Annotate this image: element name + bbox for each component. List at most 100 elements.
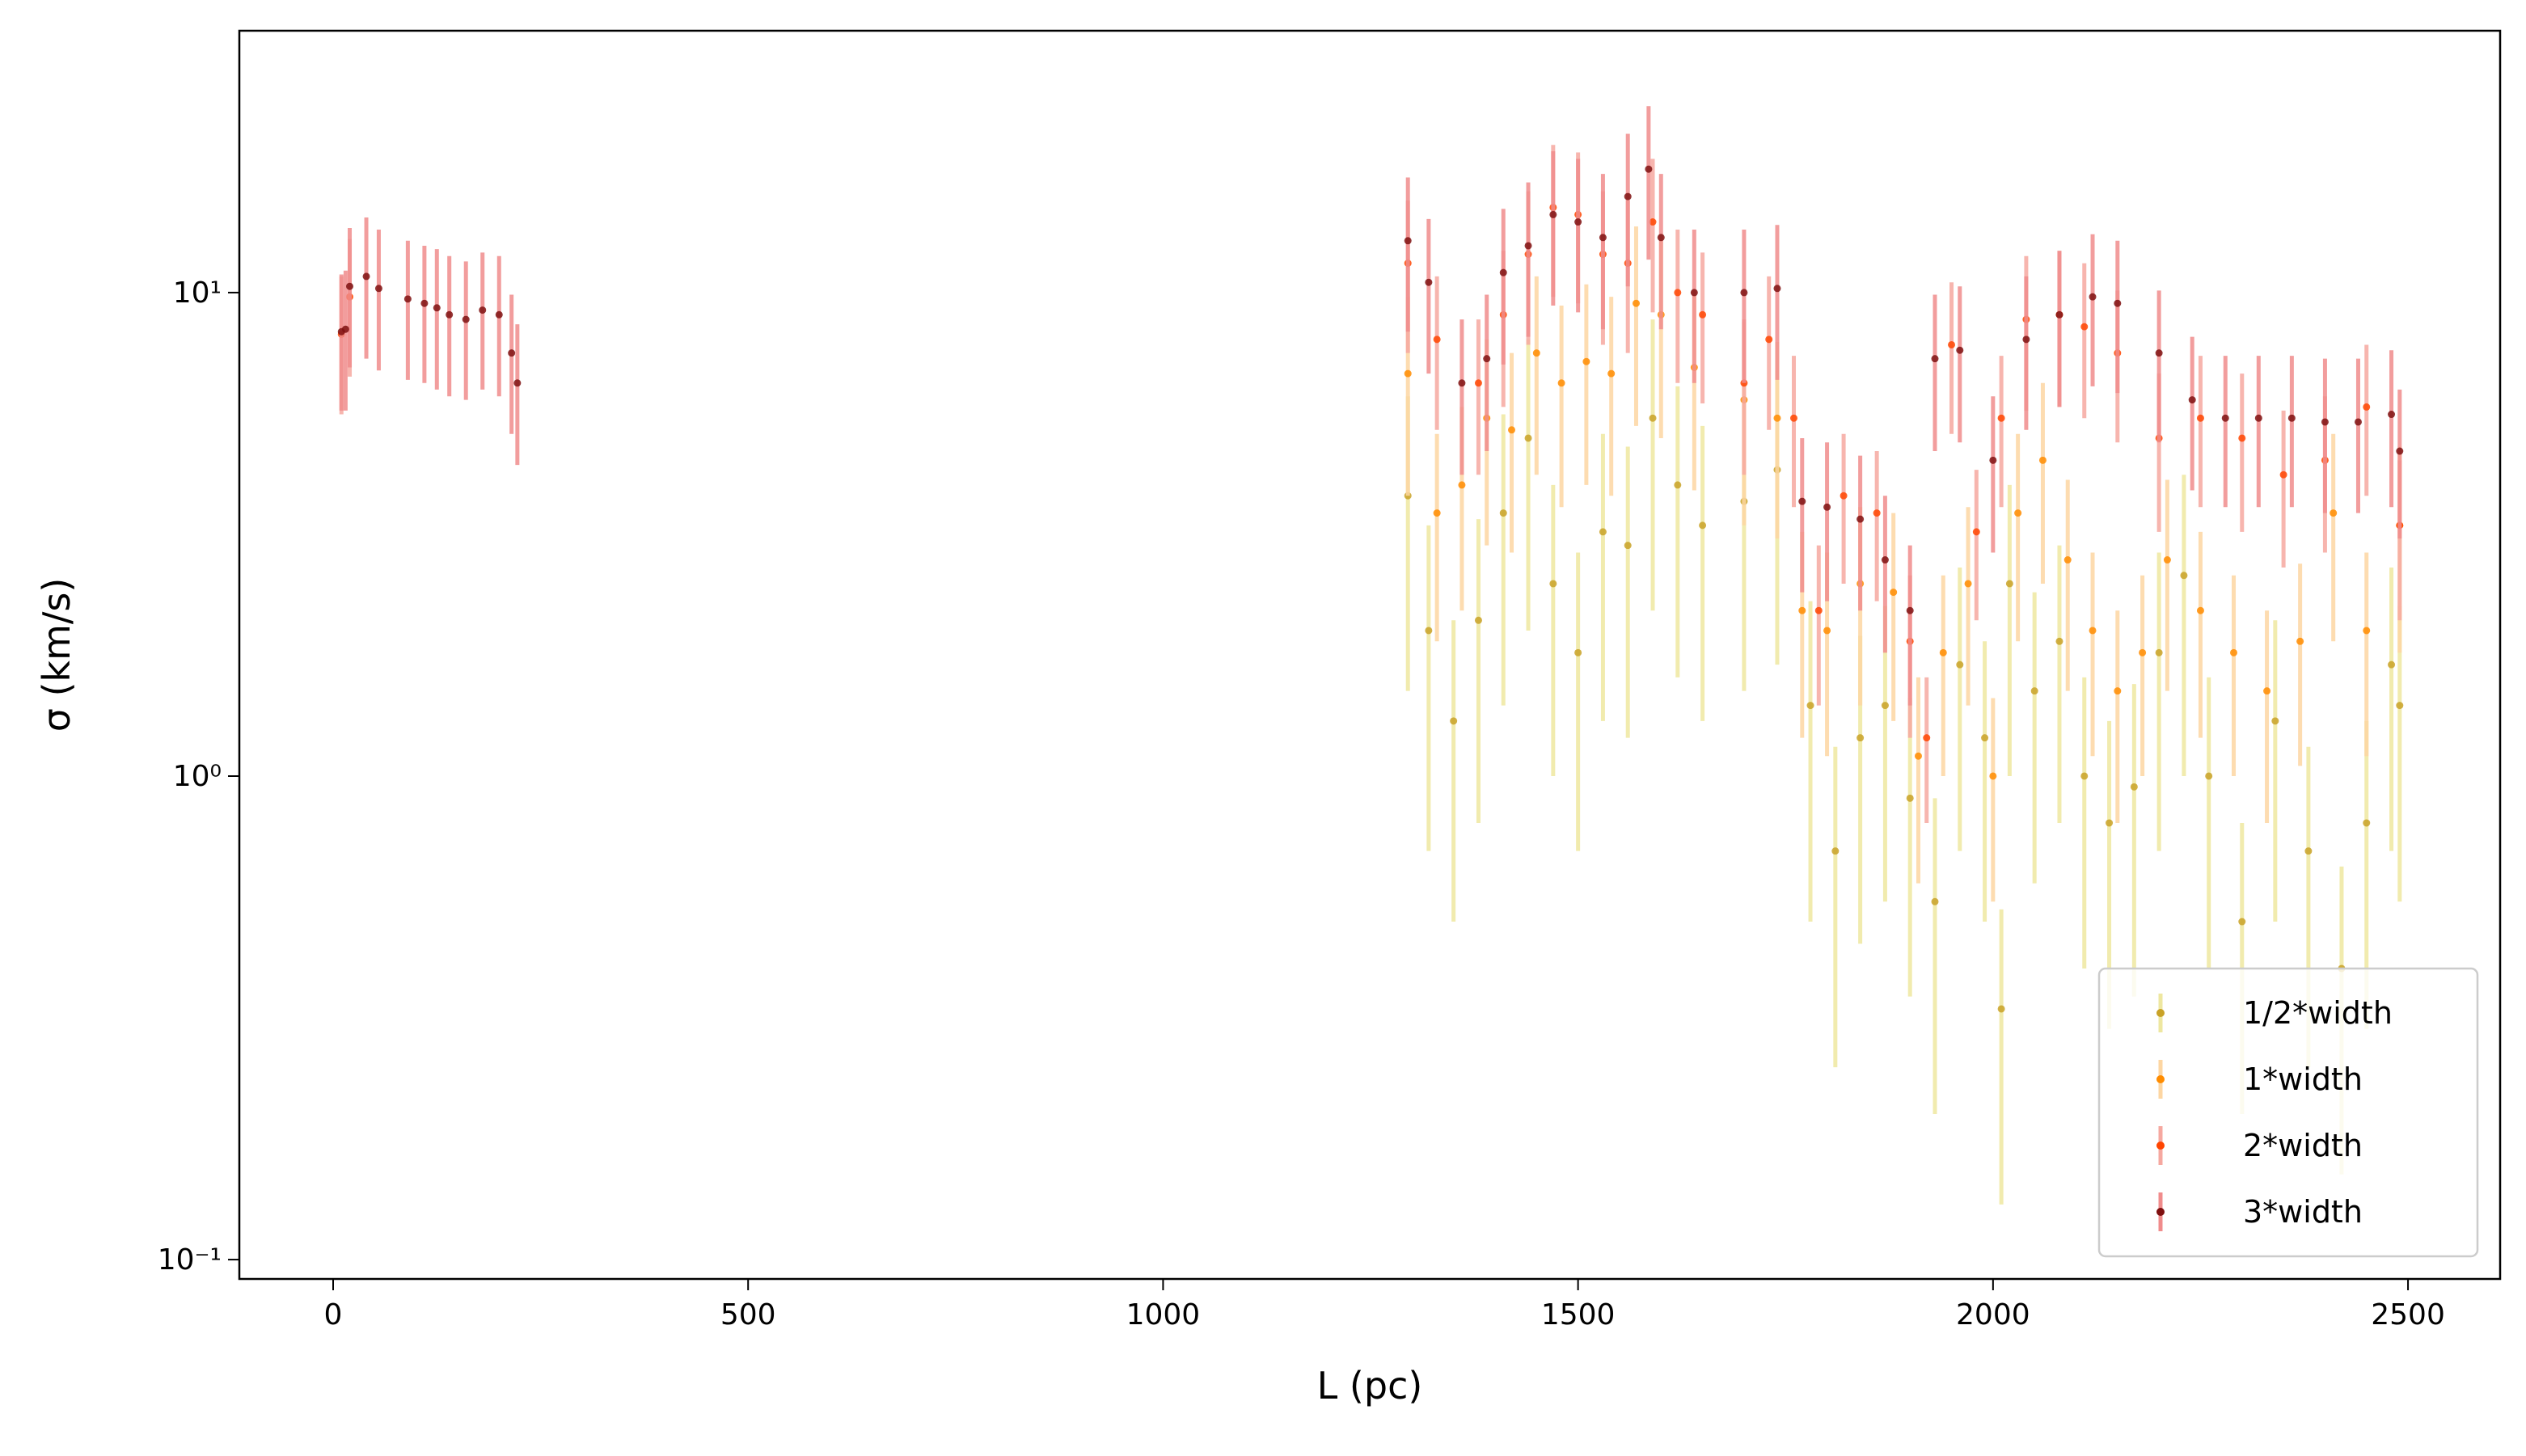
data-point — [1524, 434, 1532, 442]
data-point — [1798, 606, 1806, 614]
data-point — [433, 304, 441, 312]
data-point — [2238, 918, 2246, 926]
data-point — [1914, 752, 1922, 760]
data-point — [2254, 414, 2262, 422]
data-point — [2114, 687, 2122, 695]
data-point — [1806, 702, 1814, 710]
data-point — [2155, 648, 2163, 656]
data-point — [2038, 456, 2047, 464]
data-point — [495, 310, 503, 319]
legend-box — [2097, 967, 2479, 1258]
data-point — [1624, 192, 1632, 200]
data-point — [1532, 349, 1540, 357]
data-point — [1508, 426, 1516, 434]
data-point — [1873, 509, 1881, 517]
data-point — [2188, 396, 2196, 404]
data-point — [1699, 521, 1707, 530]
data-point — [341, 325, 349, 333]
data-point — [1964, 580, 1972, 588]
data-point — [1814, 606, 1823, 614]
y-tick-label: 10¹ — [173, 276, 222, 310]
data-point — [1798, 497, 1806, 505]
data-point — [446, 310, 454, 319]
data-point — [2321, 418, 2329, 426]
data-point — [2014, 509, 2022, 517]
data-point — [2139, 648, 2147, 656]
data-point — [1404, 369, 1412, 378]
data-point — [1599, 234, 1607, 242]
data-point — [2363, 819, 2371, 827]
data-point — [479, 306, 487, 314]
data-point — [2080, 772, 2089, 780]
data-point — [1474, 616, 1482, 624]
data-point — [1499, 268, 1507, 276]
data-point — [2196, 606, 2204, 614]
data-point — [1740, 289, 1748, 297]
data-point — [1997, 1005, 2005, 1013]
data-point — [2080, 323, 2089, 331]
data-point — [362, 272, 370, 281]
data-point — [508, 349, 516, 357]
y-axis-label: σ (km/s) — [35, 578, 78, 732]
data-point — [1458, 379, 1466, 387]
data-point — [1450, 717, 1458, 725]
data-point — [1433, 336, 1441, 344]
legend-marker — [2156, 1075, 2165, 1083]
y-tick-label: 10⁰ — [173, 760, 222, 793]
data-point — [2221, 414, 2229, 422]
data-point — [1972, 528, 1980, 536]
data-point — [374, 285, 382, 293]
data-point — [2089, 293, 2097, 301]
data-point — [420, 299, 429, 307]
legend-label: 2*width — [2243, 1128, 2363, 1163]
data-point — [1649, 218, 1657, 226]
x-tick-label: 2500 — [2371, 1298, 2445, 1332]
data-point — [1956, 660, 1964, 669]
data-point — [1624, 542, 1632, 550]
data-point — [1956, 346, 1964, 354]
data-point — [1823, 503, 1831, 511]
data-point — [1433, 509, 1441, 517]
data-point — [1458, 481, 1466, 489]
data-point — [2363, 403, 2371, 411]
data-point — [346, 282, 354, 290]
data-point — [1906, 606, 1914, 614]
data-point — [1773, 285, 1781, 293]
data-point — [1931, 897, 1939, 905]
legend-label: 1*width — [2243, 1061, 2363, 1097]
legend-label: 3*width — [2243, 1194, 2363, 1230]
x-tick-label: 0 — [324, 1298, 343, 1332]
data-point — [2022, 336, 2030, 344]
x-axis-label: L (pc) — [1317, 1364, 1423, 1407]
data-point — [2106, 819, 2114, 827]
data-point — [1607, 369, 1616, 378]
data-point — [2089, 627, 2097, 635]
data-point — [1881, 702, 1889, 710]
data-point — [1574, 648, 1582, 656]
data-point — [1790, 414, 1798, 422]
data-point — [1674, 481, 1682, 489]
axes-frame — [238, 29, 2502, 1281]
data-point — [462, 315, 470, 323]
data-point — [1989, 456, 1997, 464]
data-point — [2296, 637, 2304, 645]
data-point — [1404, 237, 1412, 245]
data-point — [2238, 434, 2246, 442]
data-point — [1856, 515, 1865, 523]
data-point — [1981, 734, 1989, 742]
data-point — [2196, 414, 2204, 422]
data-point — [1906, 794, 1914, 802]
data-point — [513, 379, 522, 387]
data-point — [1649, 414, 1657, 422]
data-point — [1632, 299, 1640, 307]
data-point — [2205, 772, 2213, 780]
data-point — [2130, 783, 2138, 791]
data-point — [2180, 572, 2188, 580]
legend-marker — [2156, 1208, 2165, 1216]
data-point — [1997, 414, 2005, 422]
data-point — [1765, 336, 1773, 344]
data-point — [2005, 580, 2013, 588]
plot-area — [337, 106, 2404, 1205]
